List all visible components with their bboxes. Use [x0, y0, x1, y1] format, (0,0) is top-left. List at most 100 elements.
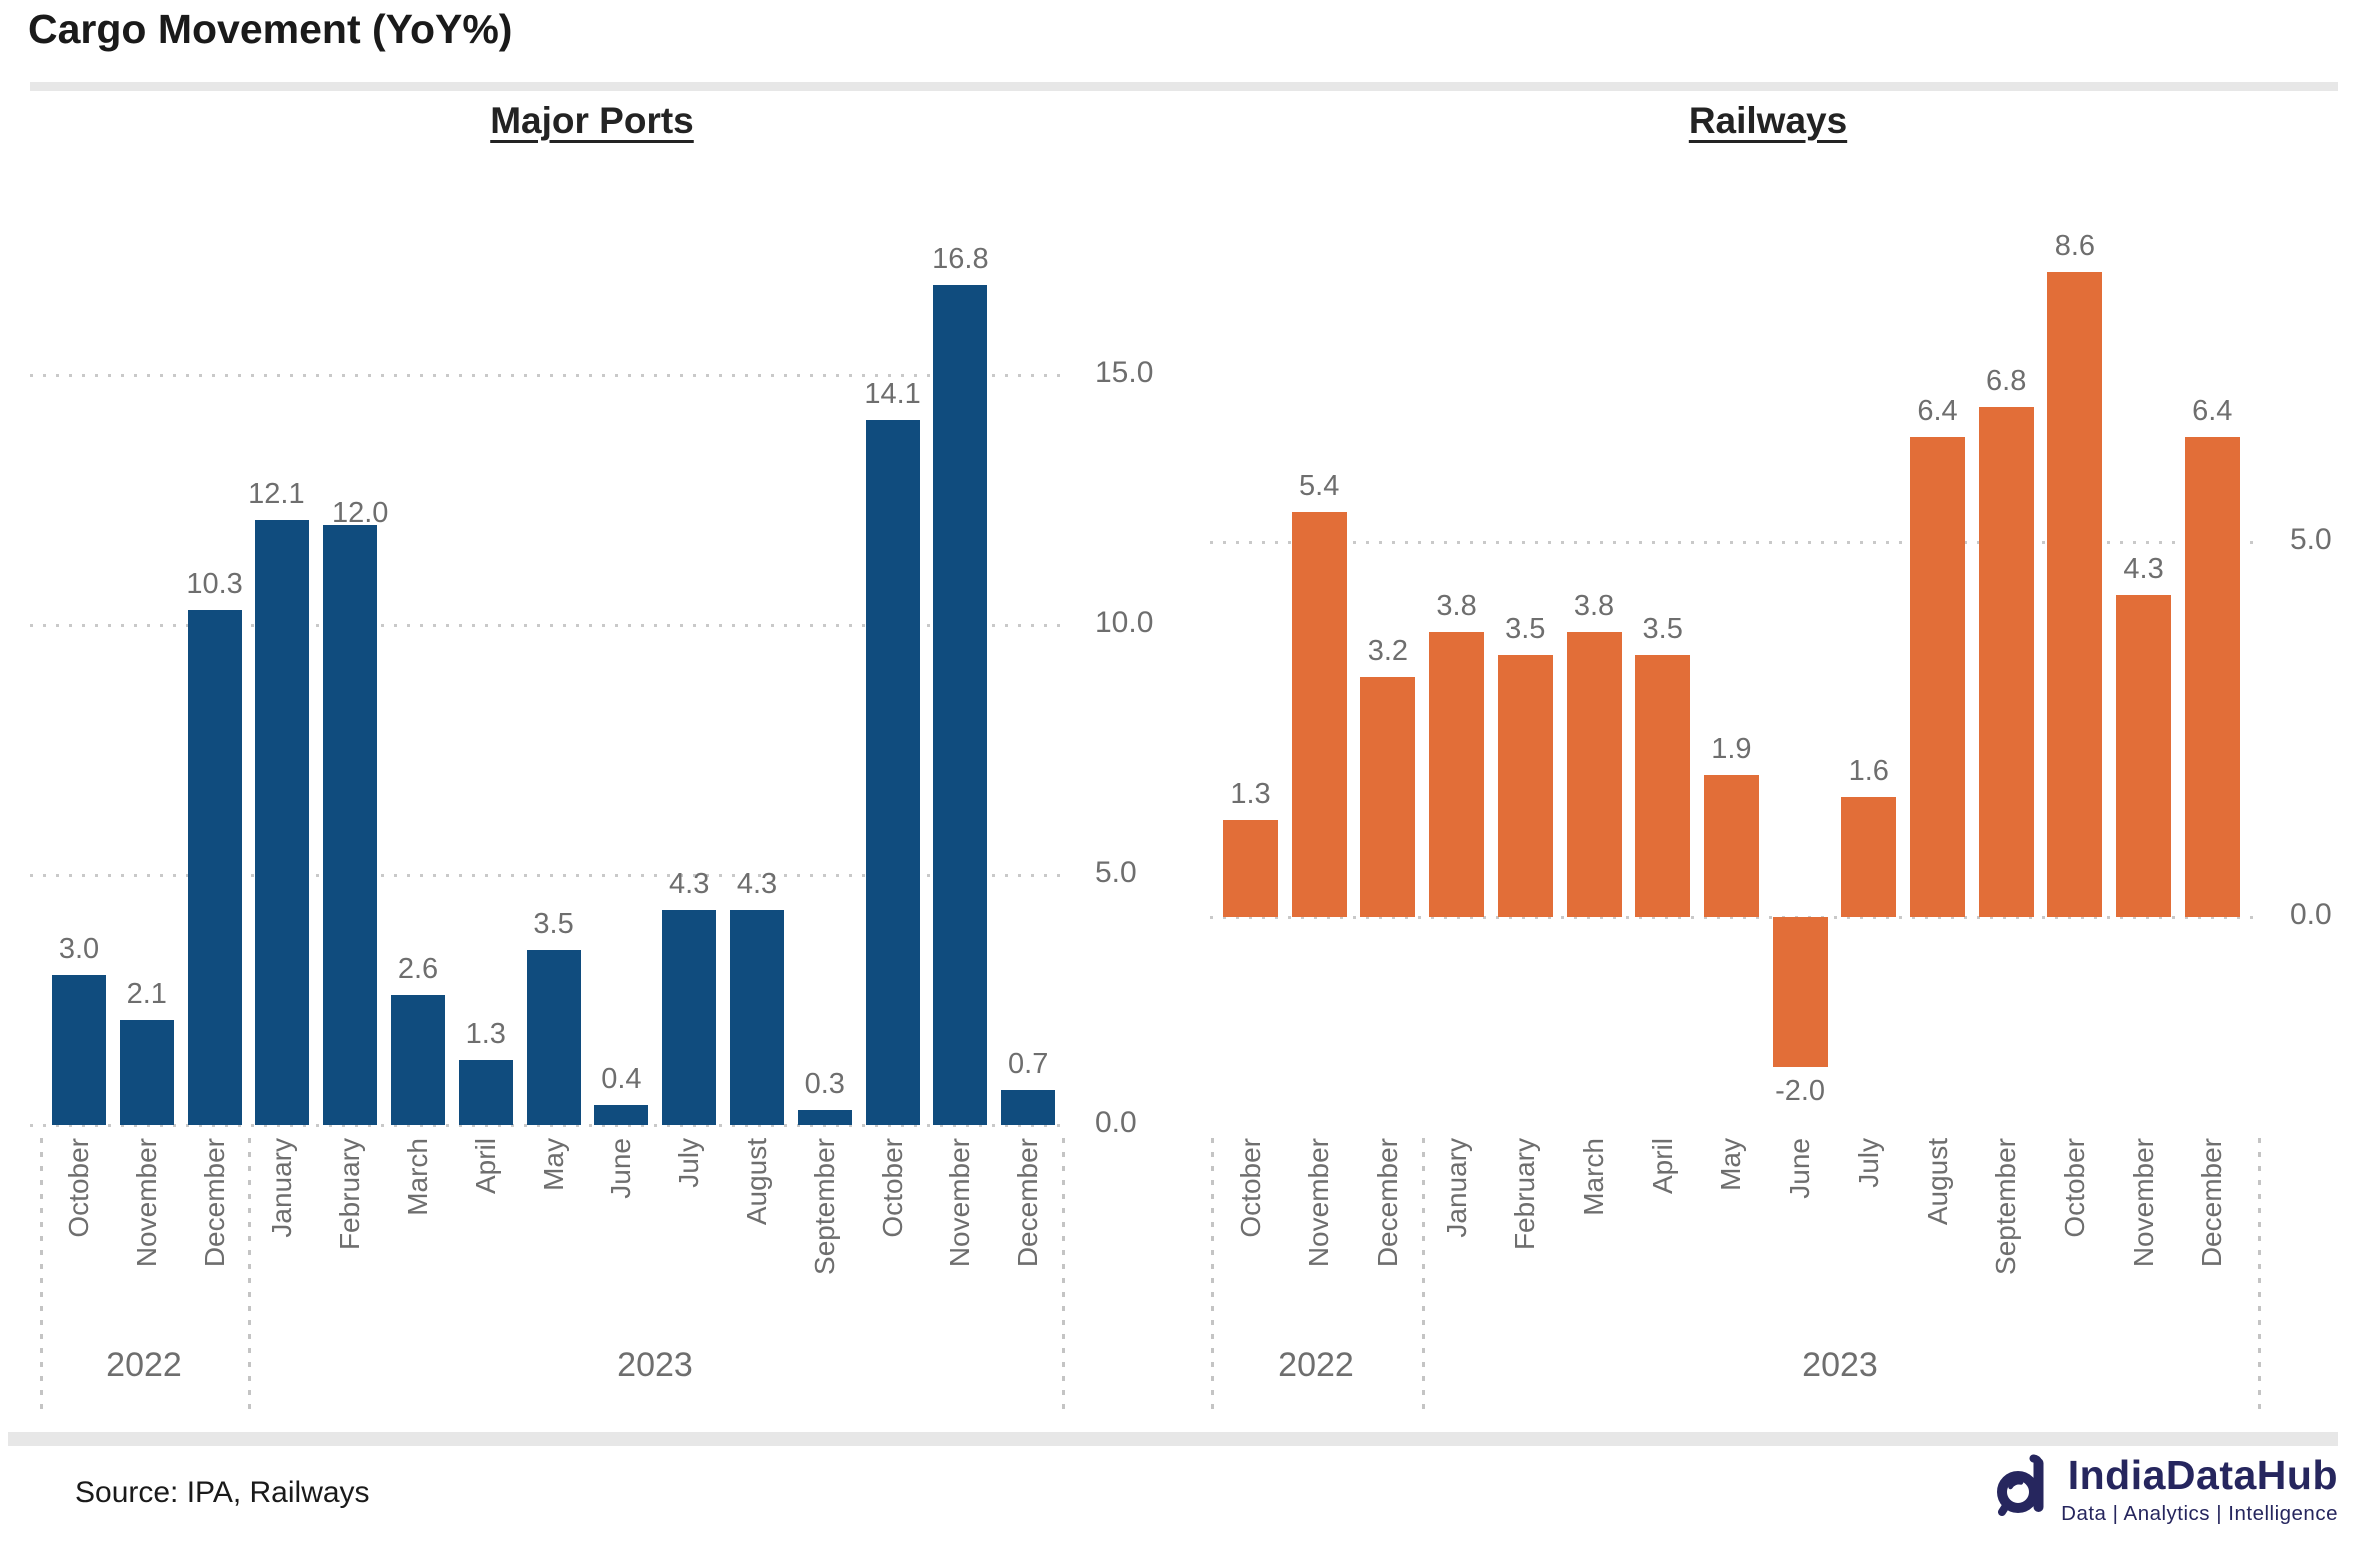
- bar-december[interactable]: [1001, 1090, 1056, 1125]
- bar-november[interactable]: [1291, 512, 1347, 917]
- bar-value-label: 0.4: [601, 1063, 642, 1095]
- bar-value-label: 4.3: [2123, 552, 2164, 585]
- bar-november[interactable]: [933, 285, 988, 1125]
- indiadatahub-logo: IndiaDataHub Data | Analytics | Intellig…: [1997, 1452, 2338, 1526]
- bar-march[interactable]: [391, 995, 445, 1125]
- bar-value-label: 1.9: [1711, 732, 1752, 765]
- bar-december[interactable]: [187, 610, 242, 1125]
- logo-tagline: Data | Analytics | Intelligence: [2061, 1502, 2338, 1525]
- bar-value-label: 2.1: [126, 978, 167, 1010]
- y-axis-tick-label: 10.0: [1095, 606, 1154, 639]
- bar-march[interactable]: [1566, 632, 1622, 917]
- x-axis-month-label: August: [741, 1138, 772, 1226]
- bar-value-label: 3.8: [1573, 590, 1615, 622]
- x-axis-month-label: February: [1509, 1138, 1541, 1251]
- x-axis-year-label: 2023: [1802, 1346, 1878, 1384]
- bar-february[interactable]: [1497, 654, 1553, 917]
- bar-value-label: 3.5: [1642, 612, 1683, 645]
- header-divider: [30, 82, 2338, 91]
- x-axis-month-label: October: [2058, 1138, 2090, 1238]
- year-separator: [2258, 1138, 2261, 1412]
- bar-may[interactable]: [526, 950, 581, 1125]
- bar-october[interactable]: [2047, 272, 2103, 917]
- x-axis-month-label: July: [673, 1138, 705, 1188]
- bar-april[interactable]: [458, 1060, 513, 1125]
- bar-value-label: 0.3: [804, 1068, 845, 1100]
- bar-october[interactable]: [865, 420, 920, 1125]
- x-axis-month-label: January: [1440, 1138, 1472, 1238]
- x-axis-month-label: February: [334, 1138, 366, 1251]
- x-axis-month-label: July: [1852, 1138, 1884, 1188]
- y-axis-tick-label: 0.0: [1095, 1106, 1137, 1139]
- bar-value-label: 10.3: [186, 568, 243, 600]
- bar-october[interactable]: [1223, 819, 1278, 917]
- bar-november[interactable]: [2116, 594, 2172, 917]
- bar-august[interactable]: [1910, 437, 1965, 917]
- bar-february[interactable]: [323, 525, 378, 1125]
- bar-value-label: 12.0: [331, 497, 389, 529]
- bar-january[interactable]: [1429, 632, 1485, 917]
- bar-value-label: 5.4: [1299, 470, 1340, 502]
- chart-title-major-ports: Major Ports: [490, 100, 694, 141]
- x-axis-month-label: October: [876, 1138, 908, 1238]
- bar-value-label: 0.7: [1008, 1048, 1049, 1080]
- logo-name: IndiaDataHub: [2067, 1452, 2338, 1498]
- x-axis-month-label: December: [1012, 1138, 1044, 1268]
- gridline-5.0: [1210, 541, 2258, 544]
- gridline-15.0: [30, 374, 1062, 377]
- x-axis-month-label: September: [1990, 1138, 2022, 1275]
- bar-value-label: 3.5: [533, 908, 574, 940]
- bar-december[interactable]: [1360, 677, 1416, 917]
- bar-value-label: 3.8: [1436, 590, 1477, 622]
- x-axis-month-label: June: [1784, 1138, 1816, 1199]
- x-axis-month-label: June: [605, 1138, 637, 1199]
- bar-value-label: 1.3: [1230, 777, 1271, 810]
- x-axis-month-label: December: [1371, 1138, 1403, 1268]
- bar-august[interactable]: [730, 910, 784, 1125]
- gridline-0.0: [1210, 916, 2258, 919]
- bar-june[interactable]: [594, 1105, 649, 1125]
- chart-title-railways: Railways: [1688, 100, 1848, 141]
- bar-july[interactable]: [662, 910, 717, 1125]
- year-separator: [1211, 1138, 1214, 1412]
- x-axis-month-label: September: [808, 1138, 840, 1275]
- y-axis-tick-label: 5.0: [2290, 523, 2332, 556]
- source-note: Source: IPA, Railways: [75, 1476, 370, 1509]
- bar-value-label: 6.4: [2192, 395, 2233, 427]
- x-axis-month-label: April: [469, 1138, 501, 1195]
- year-separator: [40, 1138, 43, 1412]
- bar-july[interactable]: [1841, 797, 1897, 917]
- bar-may[interactable]: [1703, 774, 1759, 917]
- x-axis-year-label: 2022: [106, 1346, 182, 1384]
- gridline-5.0: [30, 874, 1062, 877]
- x-axis-month-label: May: [1715, 1138, 1747, 1191]
- bar-value-label: 16.8: [932, 243, 989, 275]
- bar-june[interactable]: [1772, 917, 1828, 1067]
- x-axis-month-label: March: [1578, 1138, 1609, 1216]
- x-axis-month-label: November: [130, 1138, 162, 1268]
- gridline-10.0: [30, 624, 1062, 627]
- bar-value-label: 4.3: [736, 868, 778, 900]
- bar-september[interactable]: [1978, 407, 2034, 917]
- y-axis-tick-label: 5.0: [1095, 856, 1137, 889]
- bar-september[interactable]: [797, 1110, 852, 1125]
- y-axis-tick-label: 0.0: [2290, 898, 2332, 931]
- bar-value-label: 14.1: [864, 378, 921, 410]
- bar-october[interactable]: [52, 975, 106, 1125]
- bar-january[interactable]: [255, 520, 310, 1125]
- bar-november[interactable]: [119, 1020, 174, 1125]
- bar-value-label: 3.0: [58, 933, 100, 965]
- year-separator: [1422, 1138, 1425, 1412]
- y-axis-tick-label: 15.0: [1095, 356, 1154, 389]
- bar-december[interactable]: [2184, 437, 2240, 917]
- page-title: Cargo Movement (YoY%): [28, 6, 513, 52]
- bar-april[interactable]: [1635, 654, 1691, 917]
- x-axis-month-label: December: [2196, 1138, 2228, 1268]
- x-axis-year-label: 2023: [617, 1346, 693, 1384]
- x-axis-month-label: November: [944, 1138, 976, 1268]
- year-separator: [248, 1138, 251, 1412]
- x-axis-month-label: December: [198, 1138, 230, 1268]
- x-axis-year-label: 2022: [1278, 1346, 1354, 1384]
- bar-value-label: 6.4: [1917, 395, 1958, 427]
